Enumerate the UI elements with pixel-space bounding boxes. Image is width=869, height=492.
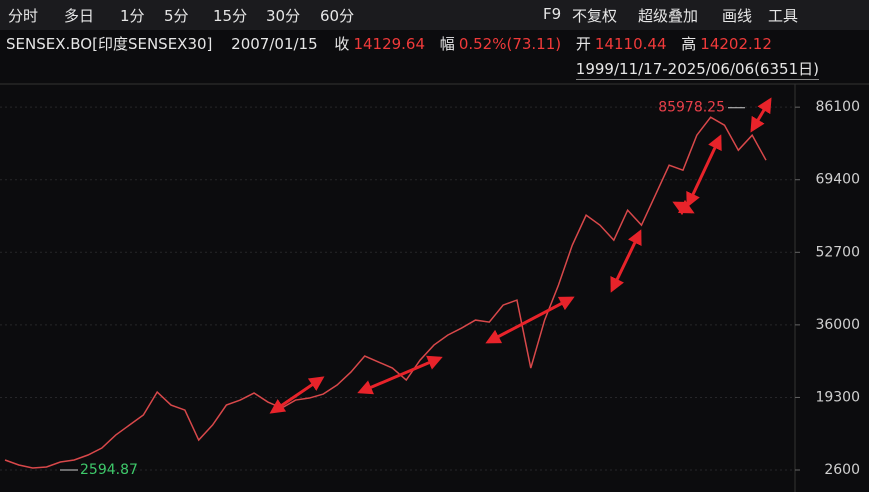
security-name: SENSEX.BO[印度SENSEX30] bbox=[6, 35, 213, 53]
tool-button[interactable]: 超级叠加 bbox=[638, 7, 699, 25]
tool-button[interactable]: F9 bbox=[543, 5, 562, 23]
min-label: 2594.87 bbox=[80, 462, 138, 478]
period-button[interactable]: 30分 bbox=[266, 7, 301, 25]
date: 2007/01/15 bbox=[231, 35, 318, 53]
tool-button[interactable]: 画线 bbox=[722, 7, 753, 25]
y-tick-label: 36000 bbox=[815, 317, 860, 333]
y-tick-label: 52700 bbox=[815, 244, 860, 260]
date-range[interactable]: 1999/11/17-2025/06/06(6351日) bbox=[575, 60, 819, 80]
period-button[interactable]: 分时 bbox=[8, 7, 39, 25]
open: 14110.44 bbox=[594, 35, 667, 53]
plot: 2600 19300 36000 52700 69400 86100 85978.25 259… bbox=[0, 99, 860, 478]
change: 0.52%(73.11) bbox=[458, 35, 562, 53]
trend-arrows bbox=[269, 97, 772, 414]
period-button[interactable]: 多日 bbox=[64, 7, 95, 25]
period-button[interactable]: 5分 bbox=[164, 7, 189, 25]
close-label: 收 bbox=[334, 35, 350, 53]
max-label: 85978.25 bbox=[658, 100, 725, 116]
close: 14129.64 bbox=[353, 35, 426, 53]
info-line: SENSEX.BO[印度SENSEX30] 2007/01/15 收 14129.… bbox=[6, 33, 776, 54]
tool-button[interactable]: 工具 bbox=[768, 7, 799, 25]
period-button[interactable]: 60分 bbox=[320, 7, 355, 25]
toolbar: 分时 多日 1分 5分 15分 30分 60分 F9 不复权 超级叠加 画线 工具 bbox=[0, 0, 869, 30]
y-tick-label: 2600 bbox=[824, 462, 860, 478]
y-tick-label: 86100 bbox=[815, 99, 860, 115]
period-button[interactable]: 15分 bbox=[213, 7, 248, 25]
period-button[interactable]: 1分 bbox=[120, 7, 145, 25]
price-line bbox=[4, 116, 767, 469]
open-label: 开 bbox=[575, 35, 591, 53]
y-tick-label: 19300 bbox=[815, 389, 860, 405]
y-tick-label: 69400 bbox=[815, 172, 860, 188]
high: 14202.12 bbox=[700, 35, 772, 53]
high-label: 高 bbox=[681, 35, 697, 53]
tool-button[interactable]: 不复权 bbox=[572, 7, 618, 25]
change-label: 幅 bbox=[439, 35, 455, 53]
